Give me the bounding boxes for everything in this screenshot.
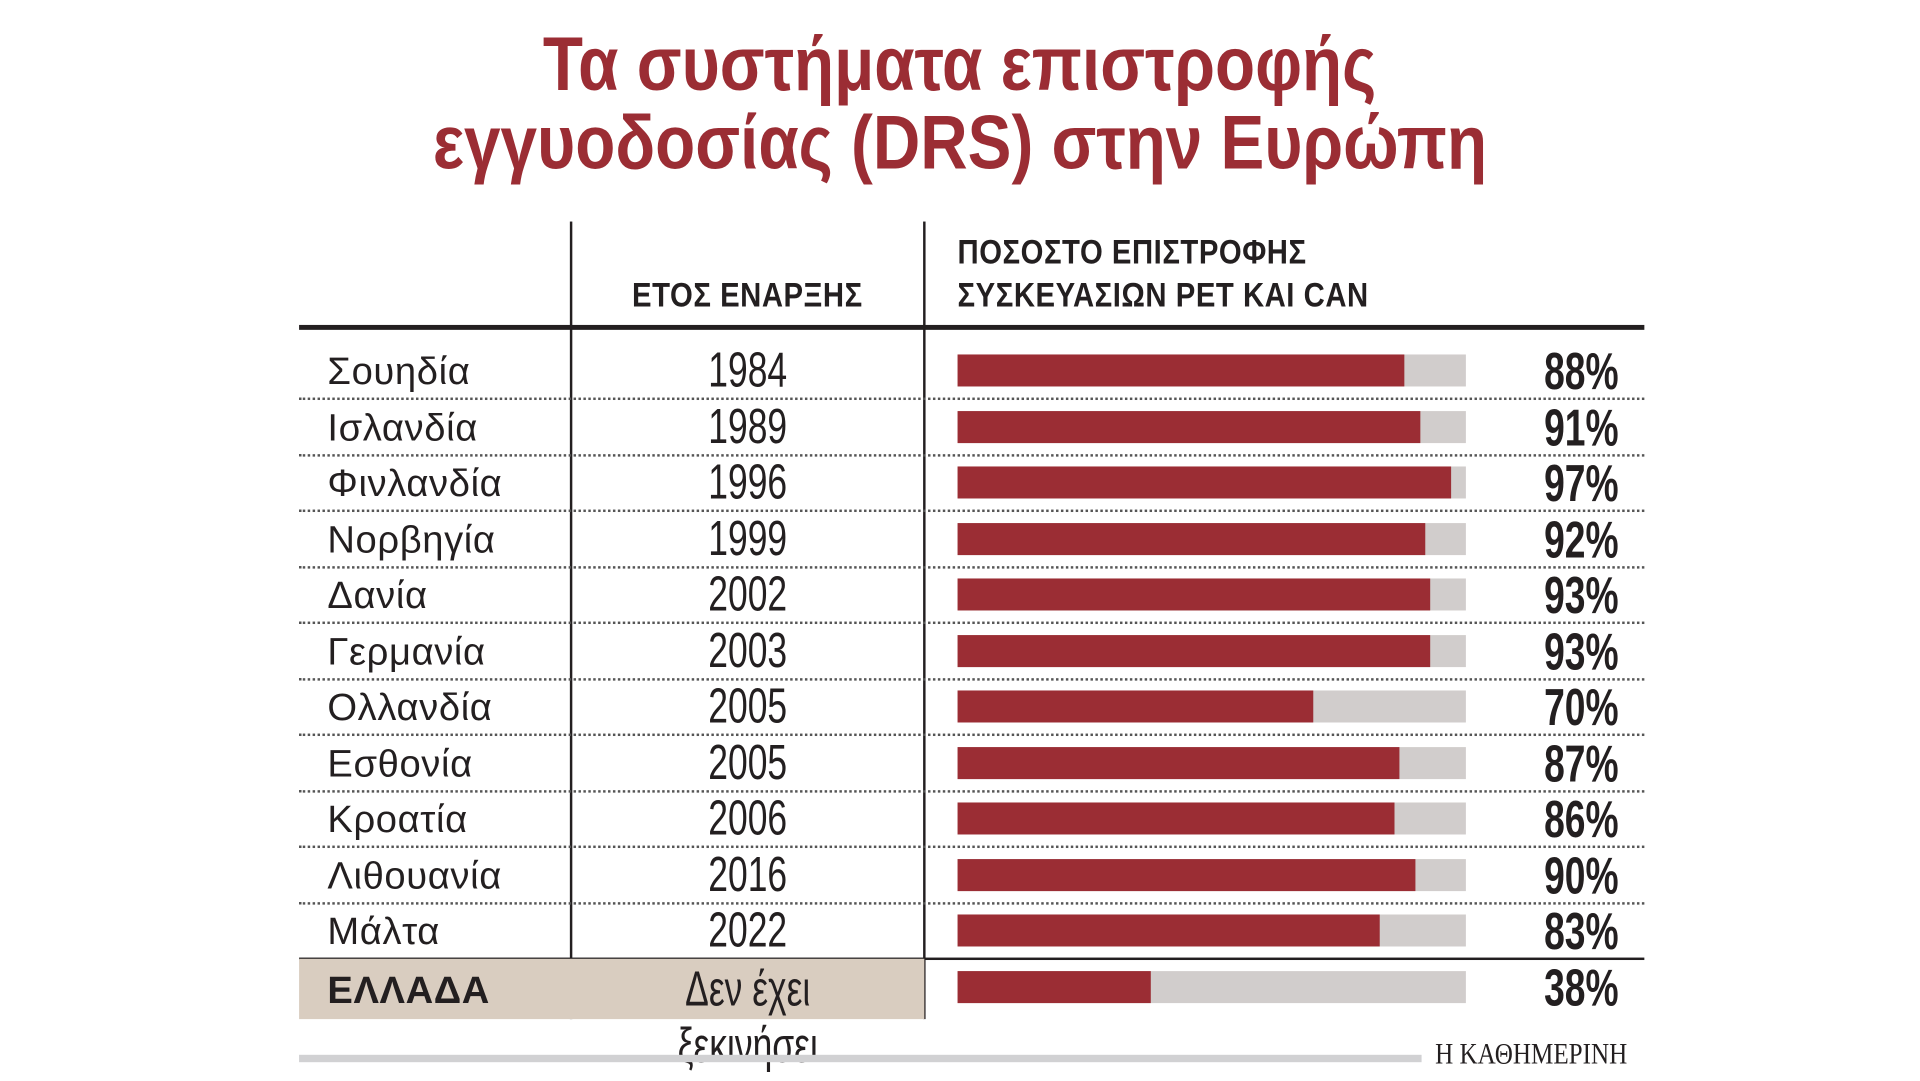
- country-name: Κροατία: [327, 797, 468, 841]
- bar-track: [957, 971, 1466, 1004]
- bar-fill: [957, 522, 1426, 555]
- table-row: Ισλανδία 1989 91%: [299, 398, 1645, 457]
- rate-label: 90%: [1544, 846, 1619, 905]
- bar-fill: [957, 578, 1431, 611]
- start-year: 1999: [708, 511, 788, 566]
- table-row: Κροατία 2006 86%: [299, 790, 1645, 849]
- rate-label: 83%: [1544, 902, 1619, 961]
- bar-track: [957, 858, 1466, 891]
- table-row: Λιθουανία 2016 90%: [299, 846, 1645, 905]
- rate-label: 70%: [1544, 678, 1619, 737]
- country-name: Γερμανία: [327, 629, 486, 673]
- country-name: Μάλτα: [327, 909, 440, 953]
- rate-column-header-2: ΣΥΣΚΕΥΑΣΙΩΝ PET ΚΑΙ CAN: [957, 275, 1369, 314]
- bar-fill: [957, 410, 1421, 443]
- table-row: Γερμανία 2003 93%: [299, 622, 1645, 681]
- bar-fill: [957, 690, 1314, 723]
- rate-column-header-1: ΠΟΣΟΣΤΟ ΕΠΙΣΤΡΟΦΗΣ: [957, 232, 1307, 271]
- bar-track: [957, 578, 1466, 611]
- bar-fill: [957, 858, 1416, 891]
- start-year: 2005: [708, 679, 788, 734]
- country-name: Ολλανδία: [327, 685, 493, 729]
- table-row: Εσθονία 2005 87%: [299, 734, 1645, 793]
- rate-label: 93%: [1544, 566, 1619, 625]
- year-column-header: ΕΤΟΣ ΕΝΑΡΞΗΣ: [632, 275, 864, 314]
- table-row: Σουηδία 1984 88%: [299, 342, 1645, 401]
- start-year: 2005: [708, 735, 788, 790]
- bar-fill: [957, 634, 1431, 667]
- country-name: Ισλανδία: [327, 405, 478, 449]
- country-name: Νορβηγία: [327, 517, 496, 561]
- rate-label: 97%: [1544, 454, 1619, 513]
- start-year: 1989: [708, 399, 788, 454]
- rate-label: 86%: [1544, 790, 1619, 849]
- brand-logo: Η ΚΑΘΗΜΕΡΙΝΗ: [1435, 1038, 1628, 1071]
- bar-fill: [957, 354, 1405, 387]
- header-rule: [299, 324, 1645, 330]
- table-row: Δανία 2002 93%: [299, 566, 1645, 625]
- table-row-greece: ΕΛΛΑΔΑ Δεν έχει ξεκινήσει 38%: [299, 958, 1644, 1073]
- footer-rule: [299, 1054, 1422, 1063]
- bar-fill: [957, 746, 1400, 779]
- table-row: Φινλανδία 1996 97%: [299, 454, 1645, 513]
- country-name: Εσθονία: [327, 741, 473, 785]
- country-name: Λιθουανία: [327, 853, 502, 897]
- rate-label: 92%: [1544, 510, 1619, 569]
- rate-label: 38%: [1544, 958, 1619, 1017]
- rate-label: 87%: [1544, 734, 1619, 793]
- country-name: ΕΛΛΑΔΑ: [327, 968, 490, 1012]
- bar-track: [957, 522, 1466, 555]
- start-year: 2003: [708, 623, 788, 678]
- country-name: Φινλανδία: [327, 461, 503, 505]
- title-line-1: Τα συστήματα επιστροφής: [543, 22, 1377, 108]
- table-row: Νορβηγία 1999 92%: [299, 510, 1645, 569]
- bar-track: [957, 746, 1466, 779]
- bar-fill: [957, 466, 1451, 499]
- table-row: Ολλανδία 2005 70%: [299, 678, 1645, 737]
- country-name: Δανία: [327, 573, 428, 617]
- highlight-background: [299, 958, 925, 1020]
- column-divider: [923, 221, 926, 1020]
- start-year: 1996: [708, 455, 788, 510]
- table-row: Μάλτα 2022 83%: [299, 902, 1645, 961]
- country-name: Σουηδία: [327, 349, 471, 393]
- start-year: 2006: [708, 791, 788, 846]
- bar-fill: [957, 971, 1151, 1004]
- bar-fill: [957, 914, 1380, 947]
- bar-track: [957, 914, 1466, 947]
- bar-track: [957, 354, 1466, 387]
- column-divider: [569, 221, 573, 1020]
- rate-label: 91%: [1544, 398, 1619, 457]
- start-year: 2022: [708, 903, 788, 958]
- start-year: 2016: [708, 847, 788, 902]
- bar-track: [957, 410, 1466, 443]
- start-year: 1984: [708, 343, 788, 398]
- title-line-2: εγγυοδοσίας (DRS) στην Ευρώπη: [432, 100, 1488, 186]
- rate-label: 93%: [1544, 622, 1619, 681]
- bar-track: [957, 690, 1466, 723]
- start-year: Δεν έχει ξεκινήσει: [677, 962, 818, 1074]
- bar-track: [957, 634, 1466, 667]
- bar-track: [957, 802, 1466, 835]
- rate-label: 88%: [1544, 342, 1619, 401]
- bar-track: [957, 466, 1466, 499]
- bar-fill: [957, 802, 1395, 835]
- start-year: 2002: [708, 567, 788, 622]
